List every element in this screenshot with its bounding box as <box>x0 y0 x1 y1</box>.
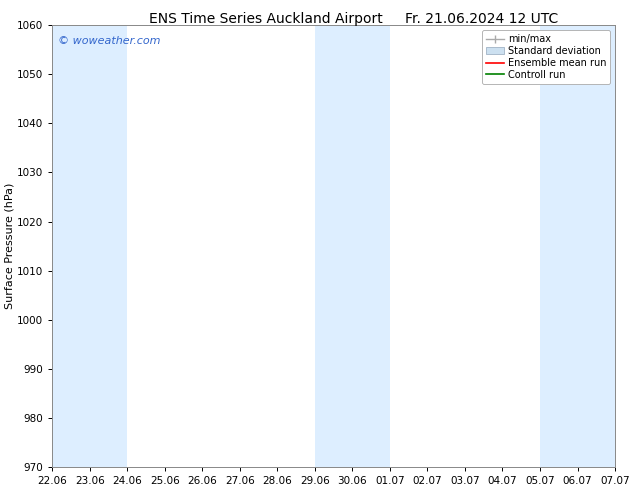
Legend: min/max, Standard deviation, Ensemble mean run, Controll run: min/max, Standard deviation, Ensemble me… <box>482 30 610 84</box>
Y-axis label: Surface Pressure (hPa): Surface Pressure (hPa) <box>4 183 14 309</box>
Text: Fr. 21.06.2024 12 UTC: Fr. 21.06.2024 12 UTC <box>405 12 559 26</box>
Bar <box>52 25 127 467</box>
Bar <box>540 25 615 467</box>
Text: ENS Time Series Auckland Airport: ENS Time Series Auckland Airport <box>150 12 383 26</box>
Bar <box>315 25 390 467</box>
Text: © woweather.com: © woweather.com <box>58 36 160 47</box>
